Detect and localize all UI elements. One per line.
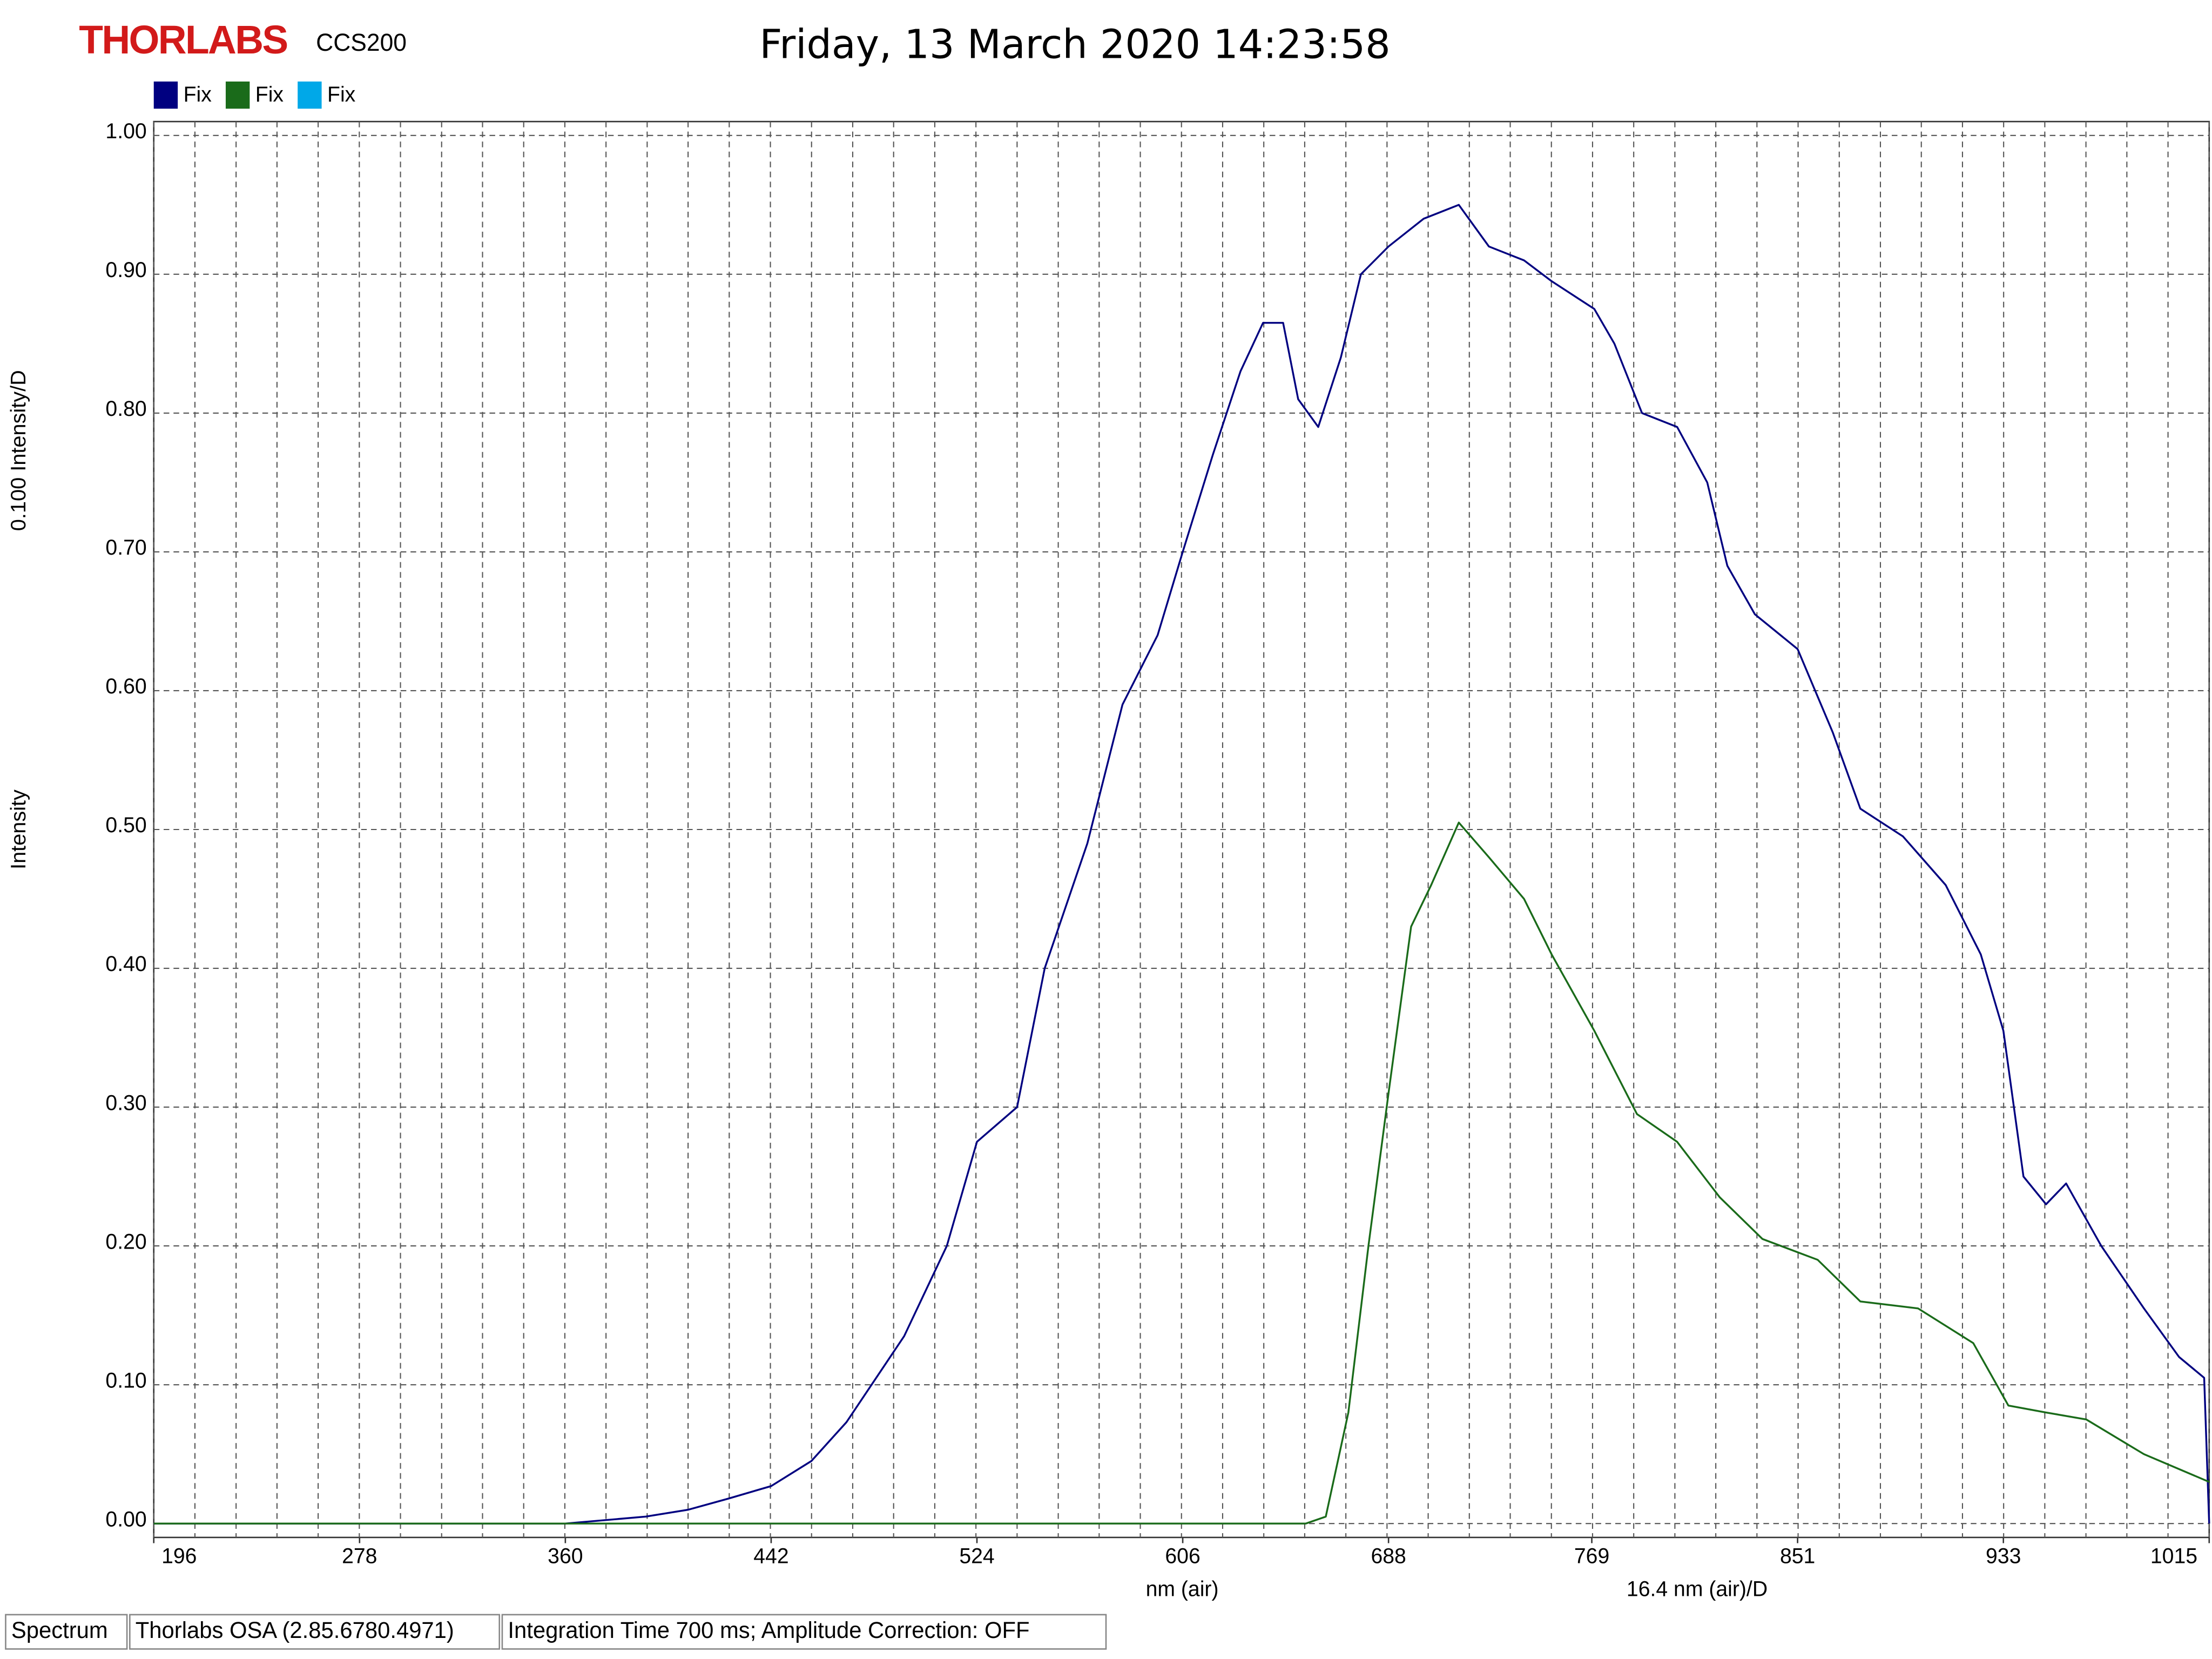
legend: A Fix B Fix C Fix (153, 81, 356, 109)
y-tick-label: 0.90 (105, 258, 146, 282)
legend-swatch (225, 81, 250, 109)
x-tick-label: 278 (342, 1544, 377, 1568)
grid (153, 122, 2210, 1543)
x-axis-label: nm (air) (1146, 1577, 1219, 1601)
x-tick-label: 688 (1371, 1544, 1406, 1568)
x-tick-label: 851 (1780, 1544, 1815, 1568)
x-tick-label: 769 (1574, 1544, 1609, 1568)
legend-key: C (302, 83, 316, 105)
status-cell (501, 1614, 1107, 1650)
status-cell (5, 1614, 128, 1650)
x-tick-label: 1015 (2150, 1544, 2197, 1568)
y-tick-label: 0.40 (105, 952, 146, 976)
y-tick-label: 0.50 (105, 813, 146, 837)
y-tick-label: 0.30 (105, 1091, 146, 1115)
legend-label: Fix (327, 83, 355, 106)
x-tick-label: 360 (548, 1544, 583, 1568)
legend-swatch (298, 81, 322, 109)
x-tick-label: 933 (1986, 1544, 2021, 1568)
brand-logo: THORLABS (79, 17, 287, 63)
x-tick-label: 196 (161, 1544, 197, 1568)
x-tick-label: 606 (1165, 1544, 1200, 1568)
legend-swatch (153, 81, 178, 109)
legend-label: Fix (184, 83, 212, 106)
y-tick-label: 0.00 (105, 1507, 146, 1531)
timestamp: Friday, 13 March 2020 14:23:58 (759, 22, 1390, 68)
legend-key: B (231, 83, 244, 105)
legend-key: A (159, 83, 173, 105)
y-axis-label: Intensity (6, 790, 30, 869)
y-tick-label: 1.00 (105, 119, 146, 143)
series-line (153, 204, 2210, 1525)
status-text: Spectrum (11, 1617, 108, 1643)
x-tick-label: 524 (959, 1544, 994, 1568)
status-bar: Spectrum Thorlabs OSA (2.85.6780.4971) Int… (5, 1614, 1107, 1650)
model: CCS200 (316, 30, 407, 56)
status-text: Integration Time 700 ms; Amplitude Corre… (508, 1617, 1029, 1643)
y-tick-label: 0.70 (105, 536, 146, 559)
y-tick-label: 0.60 (105, 675, 146, 698)
y-tick-label: 0.80 (105, 397, 146, 421)
plot (153, 204, 2210, 1525)
y-scale-label: 0.100 Intensity/D (6, 370, 30, 531)
series-line (153, 821, 2210, 1525)
x-tick-label: 442 (753, 1544, 788, 1568)
status-cell (129, 1614, 501, 1650)
x-scale-label: 16.4 nm (air)/D (1627, 1577, 1768, 1601)
legend-label: Fix (255, 83, 284, 106)
y-tick-label: 0.20 (105, 1230, 146, 1253)
y-tick-label: 0.10 (105, 1368, 146, 1392)
status-text: Thorlabs OSA (2.85.6780.4971) (136, 1617, 454, 1643)
